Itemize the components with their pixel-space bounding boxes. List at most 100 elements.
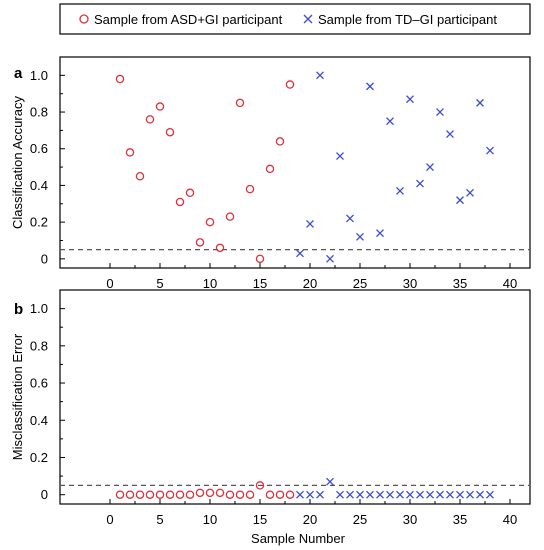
- data-point-td: [356, 232, 364, 241]
- data-point-asd: [125, 148, 135, 157]
- data-point-td-stroke: [336, 490, 344, 499]
- data-point-asd: [115, 74, 125, 84]
- data-point-td: [346, 490, 354, 499]
- data-point-asd: [155, 102, 165, 111]
- data-point-td-stroke: [406, 490, 414, 499]
- data-point-td-stroke: [296, 490, 304, 499]
- data-point-td-stroke: [436, 490, 444, 499]
- x-tick-label: 20: [303, 276, 317, 291]
- data-point-td-stroke: [426, 490, 434, 499]
- legend: Sample from ASD+GI participant Sample fr…: [59, 3, 531, 35]
- data-point-td: [456, 196, 464, 205]
- data-point-asd: [185, 188, 195, 198]
- data-point-asd: [285, 80, 295, 89]
- legend-box: [59, 3, 531, 35]
- data-point-td-stroke: [366, 82, 374, 91]
- x-tick-label: 25: [353, 512, 367, 527]
- y-axis-label: Classification Accuracy: [10, 96, 25, 229]
- x-tick-label: 15: [253, 512, 267, 527]
- data-point-td-stroke: [356, 490, 364, 499]
- panel-a: a Classification Accuracy 0 0.2 0.4 0.6 0.8 1.0…: [10, 56, 531, 291]
- data-point-td: [466, 490, 474, 499]
- data-point-td-stroke: [456, 490, 464, 499]
- legend-td-marker: [303, 14, 313, 24]
- data-point-td-stroke: [316, 71, 324, 80]
- legend-asd-marker: [79, 14, 89, 24]
- data-point-td: [436, 108, 444, 117]
- x-tick-label: 15: [253, 276, 267, 291]
- data-point-td: [406, 95, 414, 104]
- data-point-asd: [175, 490, 185, 499]
- x-tick-label: 35: [453, 276, 467, 291]
- data-point-asd: [275, 137, 285, 146]
- data-point-td: [416, 179, 424, 188]
- data-point-td: [366, 490, 374, 499]
- x-tick-label: 40: [503, 512, 517, 527]
- data-point-td: [406, 490, 414, 499]
- data-point-td: [446, 130, 454, 139]
- plot-frame: [59, 289, 531, 505]
- data-point-td-stroke: [436, 108, 444, 117]
- data-point-td: [346, 214, 354, 223]
- data-point-td-stroke: [466, 188, 474, 197]
- data-point-td: [466, 188, 474, 197]
- data-point-td: [456, 490, 464, 499]
- data-point-asd: [265, 490, 275, 499]
- data-point-asd: [165, 490, 175, 499]
- data-point-asd: [155, 490, 165, 499]
- x-tick-label: 10: [203, 276, 217, 291]
- data-point-asd: [255, 481, 265, 490]
- legend-td-label: Sample from TD–GI participant: [318, 12, 497, 27]
- data-point-td: [396, 490, 404, 499]
- data-point-td-stroke: [306, 490, 314, 499]
- data-point-td: [416, 490, 424, 499]
- data-point-td-stroke: [296, 249, 304, 258]
- data-point-asd: [145, 115, 155, 124]
- data-point-td-stroke: [396, 490, 404, 499]
- x-tick-label: 35: [453, 512, 467, 527]
- data-point-td: [476, 490, 484, 499]
- data-point-td: [356, 490, 364, 499]
- data-point-asd: [225, 490, 235, 499]
- data-point-asd: [175, 197, 185, 207]
- y-tick-label: 0.4: [30, 413, 48, 428]
- data-point-td-stroke: [336, 152, 344, 161]
- data-point-td: [436, 490, 444, 499]
- y-tick-label: 0.6: [30, 376, 48, 391]
- data-point-td-stroke: [366, 490, 374, 499]
- data-point-asd: [205, 217, 215, 227]
- data-point-asd: [245, 184, 255, 194]
- x-tick-label: 25: [353, 276, 367, 291]
- data-point-asd: [195, 238, 205, 247]
- data-point-asd: [285, 490, 295, 499]
- data-point-td-stroke: [386, 490, 394, 499]
- data-point-td: [366, 82, 374, 91]
- x-tick-label: 5: [156, 276, 163, 291]
- data-point-td-stroke: [316, 490, 324, 499]
- y-tick-label: 0.4: [30, 178, 48, 193]
- data-point-asd: [245, 490, 255, 499]
- panel-letter: b: [14, 301, 23, 318]
- data-point-td-stroke: [486, 490, 494, 499]
- y-tick-label: 1.0: [30, 301, 48, 316]
- data-point-td: [426, 490, 434, 499]
- data-point-td-stroke: [326, 477, 334, 486]
- data-point-td-stroke: [356, 232, 364, 241]
- x-tick-label: 30: [403, 512, 417, 527]
- data-point-td: [296, 249, 304, 258]
- data-point-asd: [165, 127, 175, 137]
- x-axis-label: Sample Number: [251, 531, 346, 546]
- data-point-td-stroke: [476, 490, 484, 499]
- data-point-td: [476, 98, 484, 107]
- data-point-asd: [125, 490, 135, 499]
- data-point-asd: [265, 164, 275, 174]
- data-point-td-stroke: [376, 490, 384, 499]
- data-point-td-stroke: [386, 117, 394, 126]
- data-point-td: [336, 152, 344, 161]
- data-point-td: [386, 490, 394, 499]
- data-point-asd: [145, 490, 155, 499]
- data-point-td: [306, 220, 314, 228]
- x-tick-label: 0: [106, 276, 113, 291]
- data-point-td: [306, 490, 314, 499]
